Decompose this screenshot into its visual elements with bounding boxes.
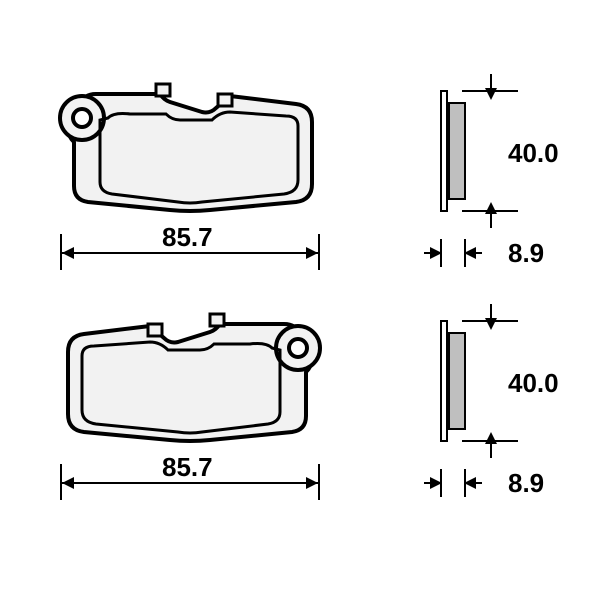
dim-top-thickness-label: 8.9 bbox=[508, 238, 544, 269]
pad-bottom-side bbox=[440, 320, 466, 442]
dim-bottom-height bbox=[490, 320, 491, 442]
dim-bottom-width-label: 85.7 bbox=[162, 452, 213, 483]
dim-bottom-thickness-label: 8.9 bbox=[508, 468, 544, 499]
dim-top-height bbox=[490, 90, 491, 212]
pad-top-face bbox=[60, 90, 320, 212]
drawing-canvas: 40.0 85.7 8.9 bbox=[0, 0, 600, 600]
dim-top-width-label: 85.7 bbox=[162, 222, 213, 253]
pad-top-side bbox=[440, 90, 466, 212]
dim-top-height-label: 40.0 bbox=[508, 138, 559, 169]
pad-bottom-face bbox=[60, 320, 320, 442]
dim-bottom-height-label: 40.0 bbox=[508, 368, 559, 399]
